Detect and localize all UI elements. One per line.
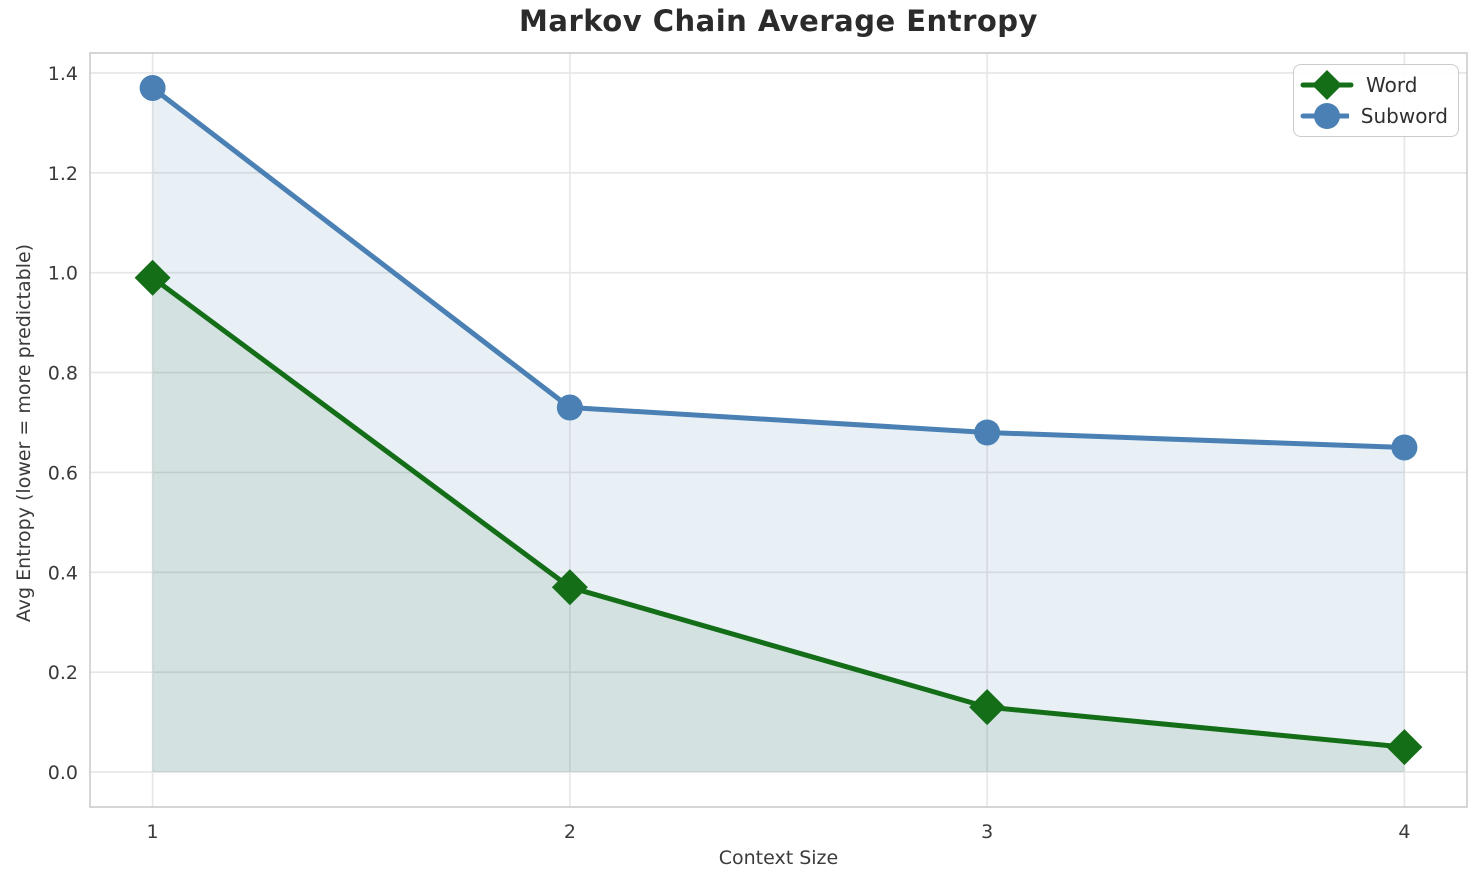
subword-marker xyxy=(556,394,583,421)
word-marker xyxy=(134,259,171,296)
y-tick-label: 0.4 xyxy=(48,562,78,584)
x-axis-label: Context Size xyxy=(718,847,839,869)
y-axis-label: Avg Entropy (lower = more predictable) xyxy=(13,243,35,623)
x-tick-label: 1 xyxy=(147,821,159,843)
diamond-legend-marker-icon xyxy=(1300,69,1354,100)
y-tick-label: 0.2 xyxy=(48,662,78,684)
plot-border xyxy=(89,52,1468,808)
word-line xyxy=(150,275,1407,750)
y-tick-label: 1.2 xyxy=(48,163,78,185)
chart-title: Markov Chain Average Entropy xyxy=(519,4,1038,38)
legend: Word Subword xyxy=(1293,64,1459,137)
y-tick-label: 0.6 xyxy=(48,462,78,484)
x-tick-label: 3 xyxy=(981,821,993,843)
circle-legend-marker-icon xyxy=(1300,102,1349,129)
subword-marker xyxy=(1391,434,1418,461)
subword-marker xyxy=(139,74,166,101)
legend-item-subword: Subword xyxy=(1294,100,1458,131)
word-marker xyxy=(551,569,588,606)
legend-label: Subword xyxy=(1360,103,1448,128)
subword-marker xyxy=(974,419,1001,446)
y-tick-label: 0.8 xyxy=(48,363,78,385)
word-area-fill xyxy=(152,277,1405,773)
plot-area xyxy=(90,53,1467,807)
legend-label: Word xyxy=(1366,72,1418,97)
word-marker xyxy=(1386,729,1423,766)
x-tick-label: 2 xyxy=(564,821,576,843)
y-tick-label: 1.4 xyxy=(48,63,78,85)
y-tick-label: 0.0 xyxy=(48,762,78,784)
legend-item-word: Word xyxy=(1294,69,1458,100)
subword-line xyxy=(150,85,1407,450)
word-marker xyxy=(969,689,1006,726)
y-tick-label: 1.0 xyxy=(48,263,78,285)
subword-area-fill xyxy=(152,87,1405,773)
x-tick-label: 4 xyxy=(1398,821,1410,843)
